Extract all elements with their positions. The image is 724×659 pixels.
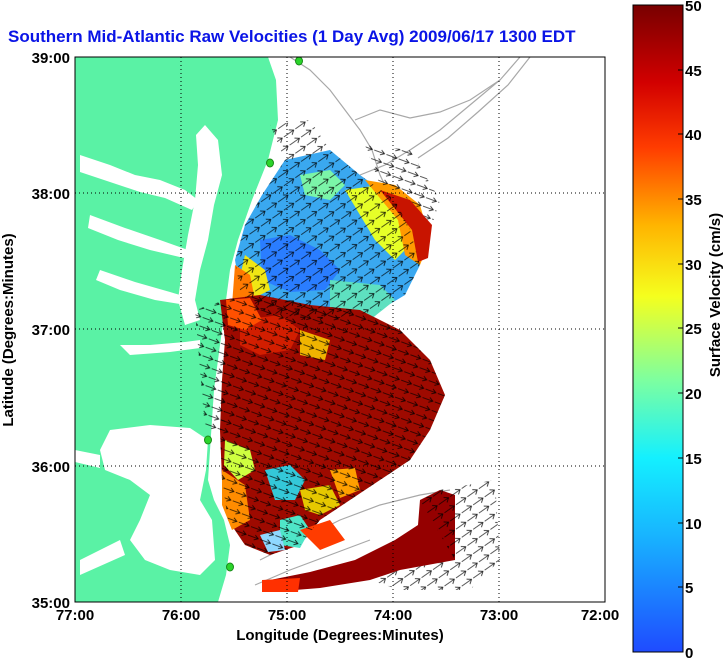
map-plot-area bbox=[75, 57, 605, 602]
x-tick-label: 74:00 bbox=[374, 607, 412, 624]
colorbar-tick-label: 50 bbox=[685, 0, 702, 15]
colorbar: 50 45 40 35 30 25 20 15 10 5 0 Surface V… bbox=[632, 0, 724, 659]
colorbar-tick-label: 10 bbox=[685, 516, 702, 533]
colorbar-tick-label: 0 bbox=[685, 645, 693, 659]
y-axis: 39:00 38:00 37:00 36:00 35:00 Latitude (… bbox=[0, 50, 70, 612]
y-axis-label: Latitude (Degrees:Minutes) bbox=[0, 233, 17, 426]
colorbar-tick-label: 40 bbox=[685, 127, 702, 144]
x-tick-label: 73:00 bbox=[480, 607, 518, 624]
colorbar-tick-label: 20 bbox=[685, 386, 702, 403]
y-tick-label: 38:00 bbox=[32, 186, 70, 203]
colorbar-ticks bbox=[678, 4, 683, 653]
velocity-vectors bbox=[195, 120, 500, 590]
colorbar-gradient bbox=[632, 4, 684, 653]
y-tick-label: 39:00 bbox=[32, 50, 70, 67]
colorbar-tick-label: 5 bbox=[685, 580, 693, 597]
colorbar-label: Surface Velocity (cm/s) bbox=[707, 213, 724, 377]
station-marker bbox=[295, 57, 303, 66]
station-marker bbox=[204, 435, 212, 445]
station-marker bbox=[226, 562, 234, 572]
y-tick-label: 35:00 bbox=[32, 595, 70, 612]
x-tick-label: 72:00 bbox=[581, 607, 619, 624]
chesapeake-bay bbox=[178, 125, 222, 325]
x-tick-label: 77:00 bbox=[56, 607, 94, 624]
colorbar-tick-label: 25 bbox=[685, 321, 702, 338]
chart-title: Southern Mid-Atlantic Raw Velocities (1 … bbox=[8, 27, 576, 46]
x-tick-label: 76:00 bbox=[162, 607, 200, 624]
colorbar-tick-label: 45 bbox=[685, 63, 702, 80]
pamlico-sound bbox=[100, 425, 215, 575]
gridlines bbox=[75, 57, 605, 602]
colorbar-tick-label: 30 bbox=[685, 257, 702, 274]
plot-frame bbox=[74, 56, 606, 603]
hf-radar-stations bbox=[204, 57, 303, 572]
colorbar-tick-label: 15 bbox=[685, 451, 702, 468]
station-marker bbox=[266, 158, 274, 168]
colorbar-tick-label: 35 bbox=[685, 192, 702, 209]
x-axis: 77:00 76:00 75:00 74:00 73:00 72:00 Long… bbox=[56, 607, 619, 644]
x-tick-label: 75:00 bbox=[268, 607, 306, 624]
x-axis-label: Longitude (Degrees:Minutes) bbox=[236, 627, 444, 644]
y-tick-label: 37:00 bbox=[32, 322, 70, 339]
y-tick-label: 36:00 bbox=[32, 459, 70, 476]
